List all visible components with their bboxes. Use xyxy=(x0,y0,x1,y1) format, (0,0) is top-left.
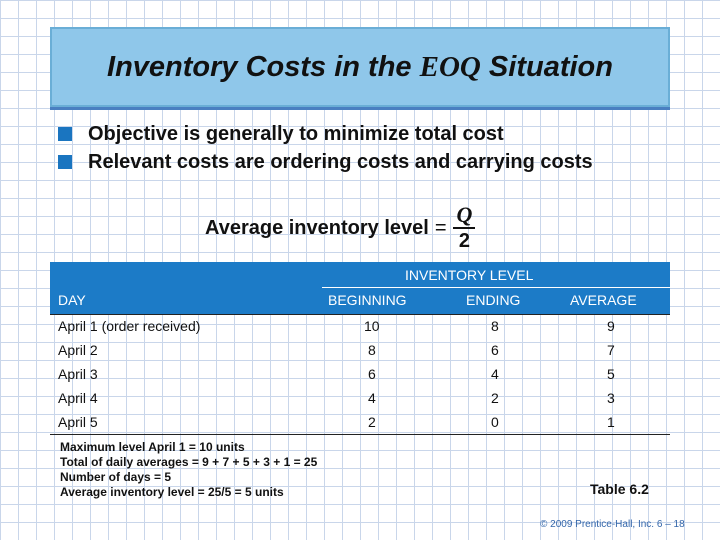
title-text-eoq: EOQ xyxy=(419,50,481,83)
table-row: April 1 (order received) 10 8 9 xyxy=(58,314,670,338)
copyright-footer: © 2009 Prentice-Hall, Inc. 6 – 18 xyxy=(540,519,685,530)
col-header-day: DAY xyxy=(58,292,86,308)
table-row: April 4 4 2 3 xyxy=(58,386,670,410)
square-bullet-icon xyxy=(58,155,72,169)
table-row: April 2 8 6 7 xyxy=(58,338,670,362)
slide-title: Inventory Costs in the EOQ Situation xyxy=(107,51,613,84)
cell-average: 1 xyxy=(607,414,615,430)
formula-fraction: Q 2 xyxy=(453,203,477,253)
note-line: Maximum level April 1 = 10 units xyxy=(60,440,245,454)
table-row: April 5 2 0 1 xyxy=(58,410,670,434)
group-header-underline xyxy=(322,287,670,288)
table-caption: Table 6.2 xyxy=(590,481,649,497)
bullet-item: Relevant costs are ordering costs and ca… xyxy=(58,148,698,176)
note-line: Average inventory level = 25/5 = 5 units xyxy=(60,485,284,499)
table-bottom-rule xyxy=(50,434,670,435)
title-divider xyxy=(50,107,670,110)
formula-numerator: Q xyxy=(456,202,473,227)
cell-average: 3 xyxy=(607,390,615,406)
square-bullet-icon xyxy=(58,127,72,141)
cell-beginning: 2 xyxy=(368,414,376,430)
formula-label: Average inventory level xyxy=(205,216,429,239)
bullet-text: Relevant costs are ordering costs and ca… xyxy=(88,151,593,173)
cell-beginning: 4 xyxy=(368,390,376,406)
cell-ending: 8 xyxy=(491,318,499,334)
cell-day: April 1 (order received) xyxy=(58,318,201,334)
title-text-post: Situation xyxy=(480,50,613,83)
note-line: Number of days = 5 xyxy=(60,470,172,484)
cell-average: 9 xyxy=(607,318,615,334)
table-notes: Maximum level April 1 = 10 units Total o… xyxy=(60,440,317,500)
table-top-rule xyxy=(50,314,670,315)
cell-average: 5 xyxy=(607,366,615,382)
cell-beginning: 8 xyxy=(368,342,376,358)
col-header-ending: ENDING xyxy=(466,292,521,308)
cell-beginning: 10 xyxy=(364,318,380,334)
note-line: Total of daily averages = 9 + 7 + 5 + 3 … xyxy=(60,455,318,469)
table-row: April 3 6 4 5 xyxy=(58,362,670,386)
cell-ending: 6 xyxy=(491,342,499,358)
cell-ending: 2 xyxy=(491,390,499,406)
title-text-pre: Inventory Costs in the xyxy=(107,50,420,83)
cell-beginning: 6 xyxy=(368,366,376,382)
cell-day: April 5 xyxy=(58,414,98,430)
col-header-beginning: BEGINNING xyxy=(328,292,407,308)
cell-day: April 3 xyxy=(58,366,98,382)
formula-equals: = xyxy=(434,216,447,239)
bullet-list: Objective is generally to minimize total… xyxy=(58,120,698,176)
bullet-item: Objective is generally to minimize total… xyxy=(58,120,698,148)
cell-day: April 2 xyxy=(58,342,98,358)
cell-average: 7 xyxy=(607,342,615,358)
title-box: Inventory Costs in the EOQ Situation xyxy=(50,27,670,107)
cell-ending: 4 xyxy=(491,366,499,382)
cell-ending: 0 xyxy=(491,414,499,430)
inventory-level-header: INVENTORY LEVEL xyxy=(405,267,534,283)
table-header-band xyxy=(50,262,670,314)
bullet-text: Objective is generally to minimize total… xyxy=(88,123,504,145)
fraction-bar xyxy=(453,227,476,229)
col-header-average: AVERAGE xyxy=(570,292,637,308)
formula-denominator: 2 xyxy=(458,230,470,252)
cell-day: April 4 xyxy=(58,390,98,406)
average-inventory-formula: Average inventory level = Q 2 xyxy=(205,198,476,258)
